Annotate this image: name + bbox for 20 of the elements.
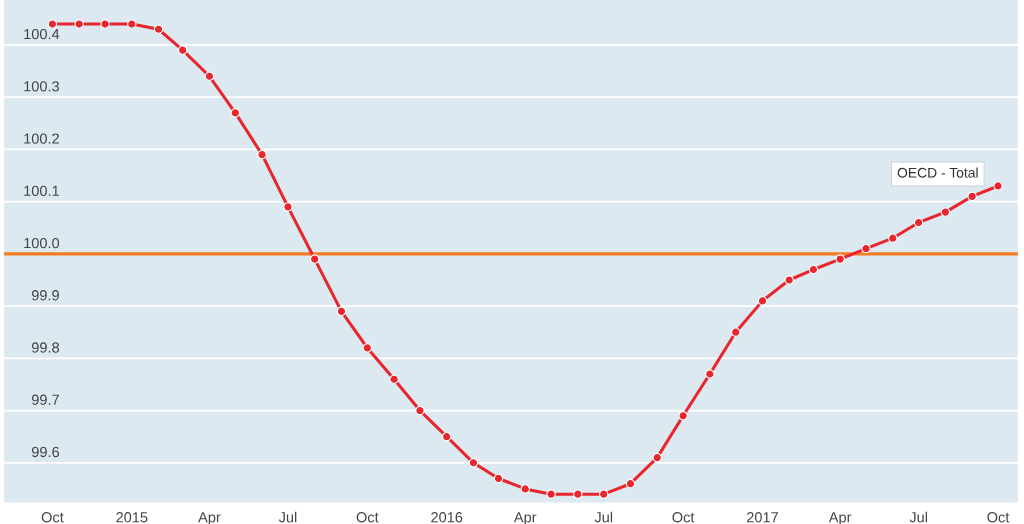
x-tick-label: Oct <box>987 512 1010 523</box>
y-tick-label: 100.4 <box>24 28 60 40</box>
x-tick-label: Oct <box>356 512 379 523</box>
y-tick-label: 99.9 <box>31 290 59 301</box>
y-tick-label: 100.0 <box>24 237 60 249</box>
x-tick-label: Oct <box>672 512 695 523</box>
y-tick-label: 100.3 <box>24 81 60 92</box>
y-tick-label: 100.1 <box>24 185 59 196</box>
x-tick-label: 2017 <box>746 512 778 523</box>
x-tick-label: Jul <box>909 511 927 523</box>
y-tick-label: 99.7 <box>31 394 59 405</box>
series-label: OECD - Total <box>897 167 978 178</box>
x-tick-label: 2015 <box>116 512 148 523</box>
x-tick-label: Jul <box>594 511 613 523</box>
y-tick-label: 99.6 <box>31 446 60 458</box>
x-tick-label: Oct <box>41 512 64 523</box>
y-tick-label: 99.8 <box>31 342 60 353</box>
y-tick-label: 100.2 <box>24 133 59 144</box>
x-tick-label: 2016 <box>431 512 463 523</box>
x-tick-label: Jul <box>278 511 297 523</box>
